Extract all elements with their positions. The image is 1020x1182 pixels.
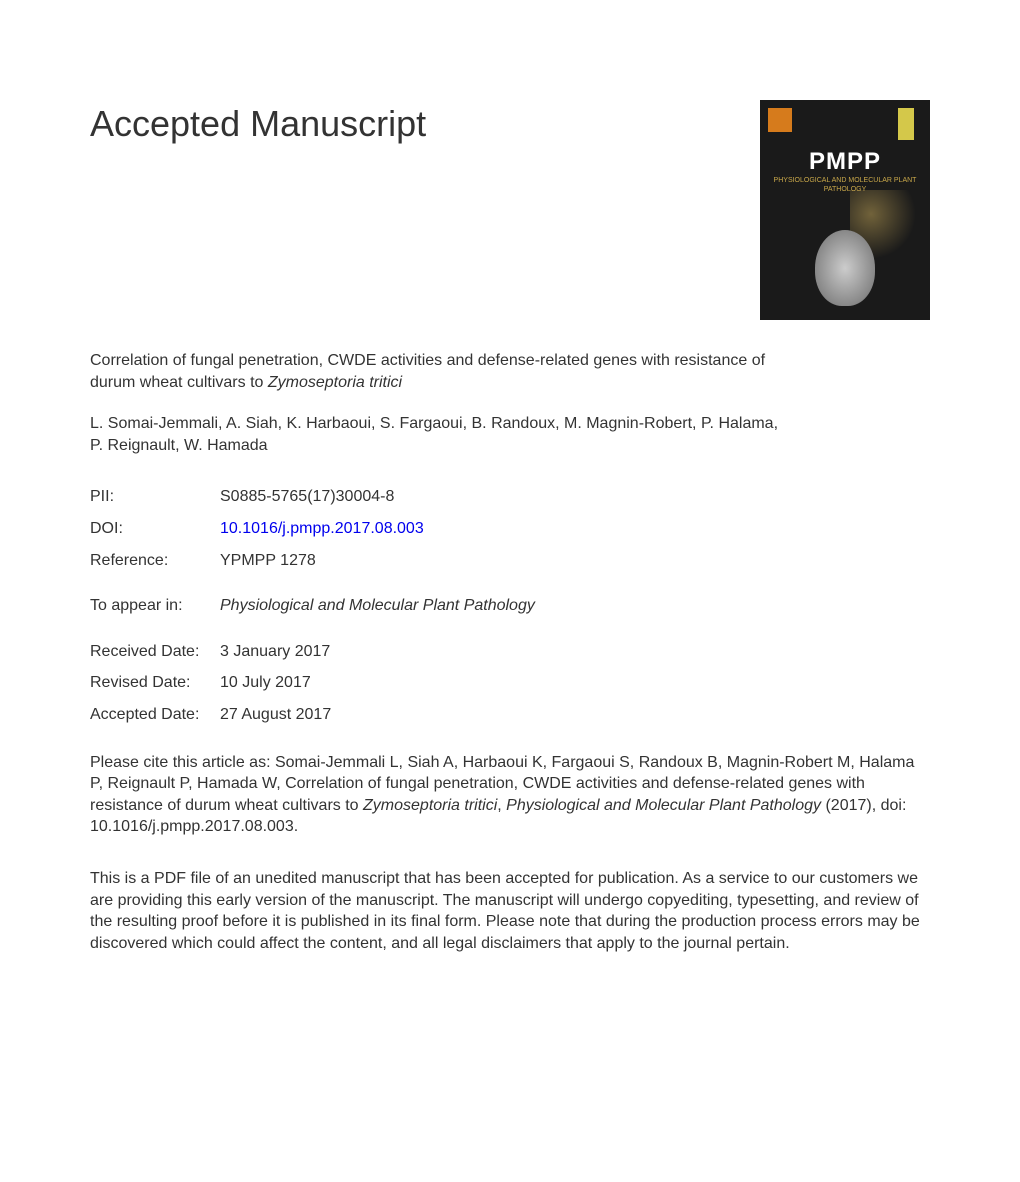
pii-value: S0885-5765(17)30004-8	[220, 486, 394, 508]
meta-row-appear: To appear in: Physiological and Molecula…	[90, 595, 930, 617]
cover-stripe-decoration	[898, 108, 914, 140]
cover-publisher-logo	[768, 108, 792, 132]
cover-acronym: PMPP	[760, 146, 930, 178]
reference-value: YPMPP 1278	[220, 550, 316, 572]
accepted-label: Accepted Date:	[90, 704, 220, 726]
doi-label: DOI:	[90, 518, 220, 540]
citation-species: Zymoseptoria tritici	[363, 797, 497, 814]
cover-art-specimen	[815, 230, 875, 306]
journal-cover: PMPP PHYSIOLOGICAL AND MOLECULAR PLANT P…	[760, 100, 930, 320]
appear-value: Physiological and Molecular Plant Pathol…	[220, 595, 535, 617]
meta-row-accepted: Accepted Date: 27 August 2017	[90, 704, 930, 726]
reference-label: Reference:	[90, 550, 220, 572]
citation-mid: ,	[497, 797, 506, 814]
article-title: Correlation of fungal penetration, CWDE …	[90, 350, 770, 393]
header-row: Accepted Manuscript PMPP PHYSIOLOGICAL A…	[90, 100, 930, 320]
disclaimer-text: This is a PDF file of an unedited manusc…	[90, 868, 920, 954]
received-value: 3 January 2017	[220, 641, 330, 663]
revised-value: 10 July 2017	[220, 672, 311, 694]
citation-journal: Physiological and Molecular Plant Pathol…	[506, 797, 821, 814]
appear-label: To appear in:	[90, 595, 220, 617]
article-title-species: Zymoseptoria tritici	[268, 374, 402, 391]
meta-row-doi: DOI: 10.1016/j.pmpp.2017.08.003	[90, 518, 930, 540]
revised-label: Revised Date:	[90, 672, 220, 694]
accepted-value: 27 August 2017	[220, 704, 331, 726]
meta-row-received: Received Date: 3 January 2017	[90, 641, 930, 663]
meta-row-revised: Revised Date: 10 July 2017	[90, 672, 930, 694]
article-title-text: Correlation of fungal penetration, CWDE …	[90, 352, 765, 391]
citation-text: Please cite this article as: Somai-Jemma…	[90, 752, 920, 838]
doi-link[interactable]: 10.1016/j.pmpp.2017.08.003	[220, 518, 424, 540]
accepted-manuscript-heading: Accepted Manuscript	[90, 100, 426, 149]
metadata-table: PII: S0885-5765(17)30004-8 DOI: 10.1016/…	[90, 486, 930, 725]
authors-list: L. Somai-Jemmali, A. Siah, K. Harbaoui, …	[90, 413, 790, 456]
meta-row-reference: Reference: YPMPP 1278	[90, 550, 930, 572]
meta-row-pii: PII: S0885-5765(17)30004-8	[90, 486, 930, 508]
received-label: Received Date:	[90, 641, 220, 663]
pii-label: PII:	[90, 486, 220, 508]
